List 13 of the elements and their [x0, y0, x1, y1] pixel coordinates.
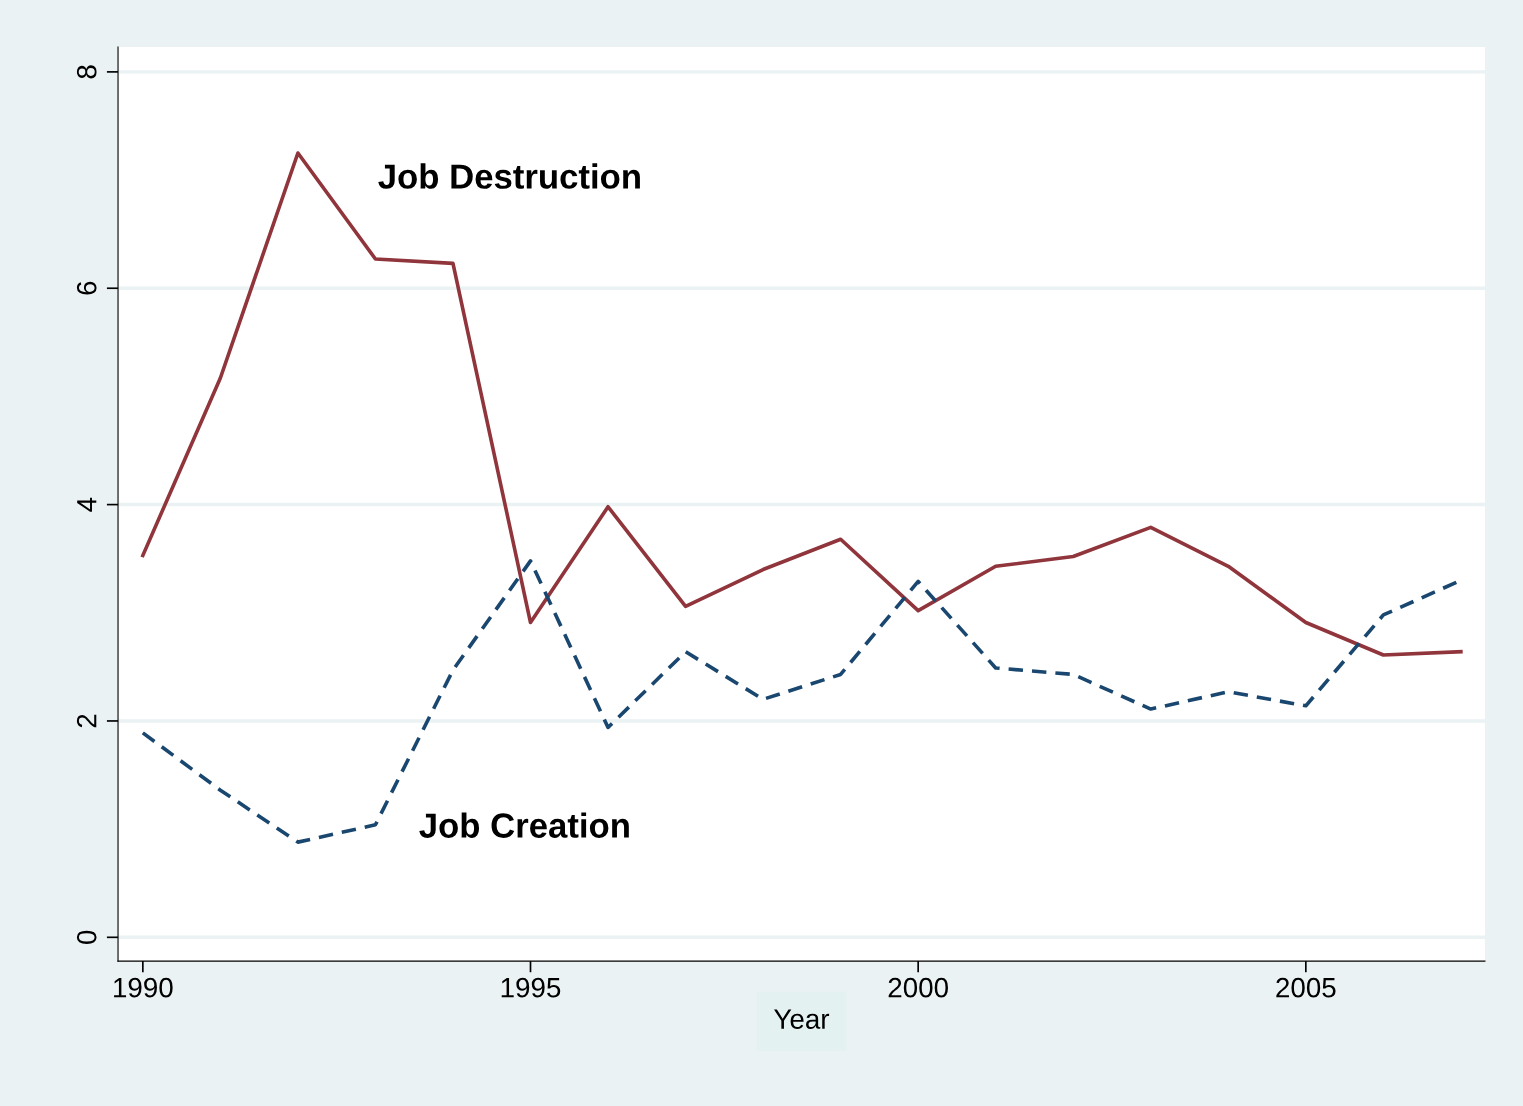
y-tick-label: 4: [77, 497, 97, 512]
y-tick-label: 6: [76, 281, 97, 295]
y-tick-label: 2: [76, 714, 97, 728]
line-series: [141, 151, 1463, 657]
y-tick-label: 8: [76, 65, 97, 79]
x-tick-label: 2005: [1276, 977, 1336, 998]
x-tick-label: 1990: [114, 977, 173, 998]
x-tick-label: 2000: [888, 977, 948, 998]
x-tick-label: 1995: [501, 977, 561, 998]
y-tick-label: 0: [76, 930, 97, 944]
series-label: Job Creation: [419, 812, 629, 838]
x-axis-title: Year: [774, 1009, 830, 1029]
series-label: Job Destruction: [378, 163, 640, 189]
